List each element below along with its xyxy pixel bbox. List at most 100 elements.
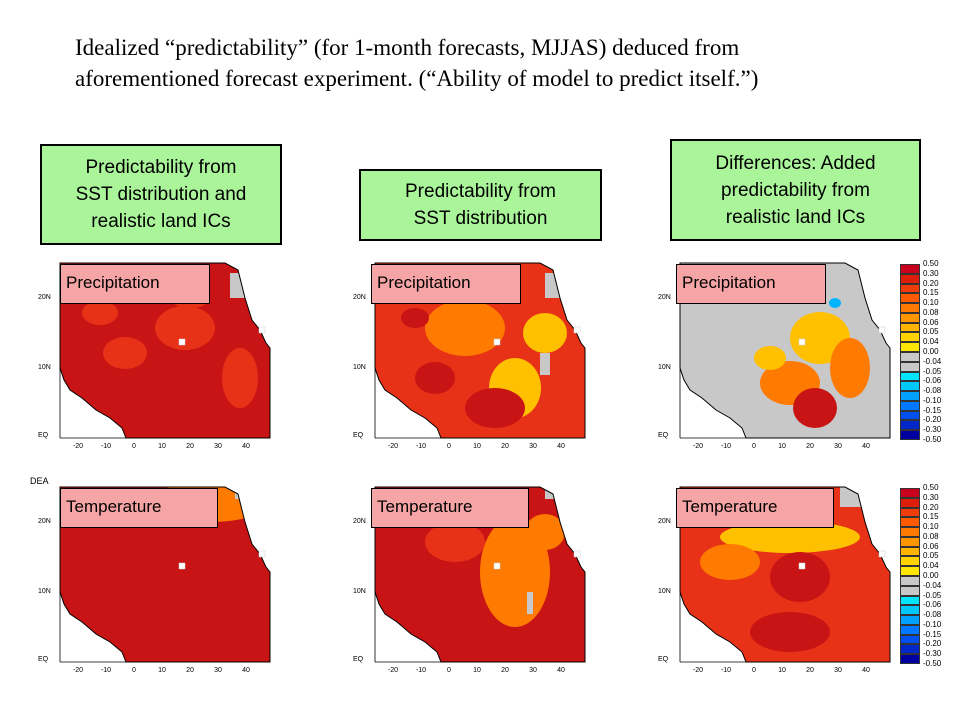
colorbar-tick-label: 0.08 — [923, 531, 939, 541]
colorbar-tick-label: -0.10 — [923, 395, 942, 405]
colorbar-swatch — [900, 283, 920, 294]
station-marker — [878, 550, 886, 558]
colorbar-swatch — [900, 546, 920, 557]
colorbar-swatch — [900, 342, 920, 352]
station-marker — [178, 338, 186, 346]
lon-label: 20 — [806, 667, 814, 674]
lon-label: -20 — [73, 667, 83, 674]
column-header-differences: Differences: Added predictability from r… — [670, 139, 921, 241]
lon-label: -20 — [73, 443, 83, 450]
station-marker — [573, 326, 581, 334]
colorbar-tick-label: -0.15 — [923, 629, 942, 639]
colorbar-swatch — [900, 615, 920, 625]
lat-label: 20N — [38, 518, 51, 525]
colorbar-tick-label: 0.10 — [923, 298, 939, 308]
colorbar-swatch — [900, 273, 920, 284]
lat-label: EQ — [38, 656, 49, 663]
lon-label: 10 — [473, 667, 481, 674]
lon-label: 30 — [834, 443, 842, 450]
lon-label: 0 — [447, 443, 451, 450]
label-precipitation: Precipitation — [60, 264, 210, 304]
lon-label: 30 — [214, 667, 222, 674]
header-line: SST distribution and — [75, 184, 247, 205]
station-marker — [798, 338, 806, 346]
colorbar-tick-label: -0.04 — [923, 356, 942, 366]
colorbar-tick-label: -0.20 — [923, 639, 942, 649]
lon-label: 40 — [557, 667, 565, 674]
colorbar-tick-label: 0.04 — [923, 337, 939, 347]
station-marker — [878, 326, 886, 334]
colorbar-tick-label: 0.50 — [923, 259, 939, 268]
colorbar-swatch — [900, 595, 920, 606]
colorbar-swatch — [900, 312, 920, 323]
lon-label: 10 — [473, 443, 481, 450]
lon-label: 40 — [242, 667, 250, 674]
lon-label: 0 — [132, 443, 136, 450]
column-header-full: Predictability from SST distribution and… — [40, 144, 282, 245]
colorbar-swatch — [900, 497, 920, 508]
colorbar-swatch — [900, 624, 920, 635]
lon-label: 0 — [447, 667, 451, 674]
header-line: Predictability from — [405, 181, 556, 202]
colorbar-swatch — [900, 410, 920, 421]
label-temperature: Temperature — [676, 488, 834, 528]
colorbar-swatch — [900, 352, 920, 362]
lon-label: 20 — [806, 443, 814, 450]
station-marker — [798, 562, 806, 570]
colorbar-swatch — [900, 371, 920, 382]
colorbar-tick-label: -0.05 — [923, 366, 942, 376]
colorbar-swatch — [900, 303, 920, 313]
colorbar-swatch — [900, 391, 920, 401]
colorbar-tick-label: 0.50 — [923, 483, 939, 492]
colorbar-tick-label: -0.06 — [923, 600, 942, 610]
colorbar-swatch — [900, 517, 920, 528]
header-line: realistic land ICs — [91, 211, 231, 232]
lon-label: 40 — [557, 443, 565, 450]
lon-label: 10 — [778, 667, 786, 674]
colorbar-tick-label: -0.04 — [923, 580, 942, 590]
lon-label: -10 — [416, 667, 426, 674]
lat-label: EQ — [353, 432, 364, 439]
lon-label: 30 — [834, 667, 842, 674]
colorbar-tick-label: -0.15 — [923, 405, 942, 415]
colorbar-tick-label: -0.30 — [923, 425, 942, 435]
colorbar-swatch — [900, 556, 920, 567]
lon-label: 0 — [132, 667, 136, 674]
stray-text: DEA — [30, 476, 49, 486]
label-temperature: Temperature — [371, 488, 529, 528]
lon-label: -10 — [101, 443, 111, 450]
lon-label: 20 — [186, 667, 194, 674]
lat-label: 20N — [353, 294, 366, 301]
colorbar-tick-label: 0.15 — [923, 512, 939, 522]
colorbar-swatch — [900, 566, 920, 576]
colorbar-tick-label: 0.15 — [923, 288, 939, 298]
colorbar-tick-label: -0.08 — [923, 610, 942, 620]
lat-label: EQ — [353, 656, 364, 663]
lon-label: 20 — [501, 443, 509, 450]
lon-label: -20 — [693, 667, 703, 674]
title-line-1: Idealized “predictability” (for 1-month … — [75, 35, 740, 60]
colorbar-swatch — [900, 381, 920, 392]
colorbar-tick-label: 0.05 — [923, 551, 939, 561]
lon-label: 40 — [862, 443, 870, 450]
colorbar-swatch — [900, 361, 920, 372]
colorbar-swatch — [900, 264, 920, 274]
header-line: SST distribution — [413, 208, 548, 229]
lat-label: 20N — [658, 294, 671, 301]
colorbar-tick-label: -0.05 — [923, 590, 942, 600]
lon-label: 40 — [862, 667, 870, 674]
header-line: Differences: Added — [715, 152, 876, 174]
slide-title: Idealized “predictability” (for 1-month … — [75, 32, 915, 94]
lon-label: 10 — [158, 443, 166, 450]
colorbar-tick-label: 0.06 — [923, 317, 939, 327]
colorbar-swatch — [900, 585, 920, 596]
lon-label: -20 — [388, 443, 398, 450]
station-marker — [178, 562, 186, 570]
station-marker — [493, 338, 501, 346]
colorbar-swatch — [900, 605, 920, 616]
lon-label: 20 — [501, 667, 509, 674]
colorbar-swatch — [900, 654, 920, 664]
lat-label: EQ — [658, 656, 669, 663]
colorbar-temperature: 0.50 0.30 0.20 0.15 0.10 0.08 0.06 0.05 0.04 0.00… — [900, 483, 960, 668]
lon-label: 20 — [186, 443, 194, 450]
